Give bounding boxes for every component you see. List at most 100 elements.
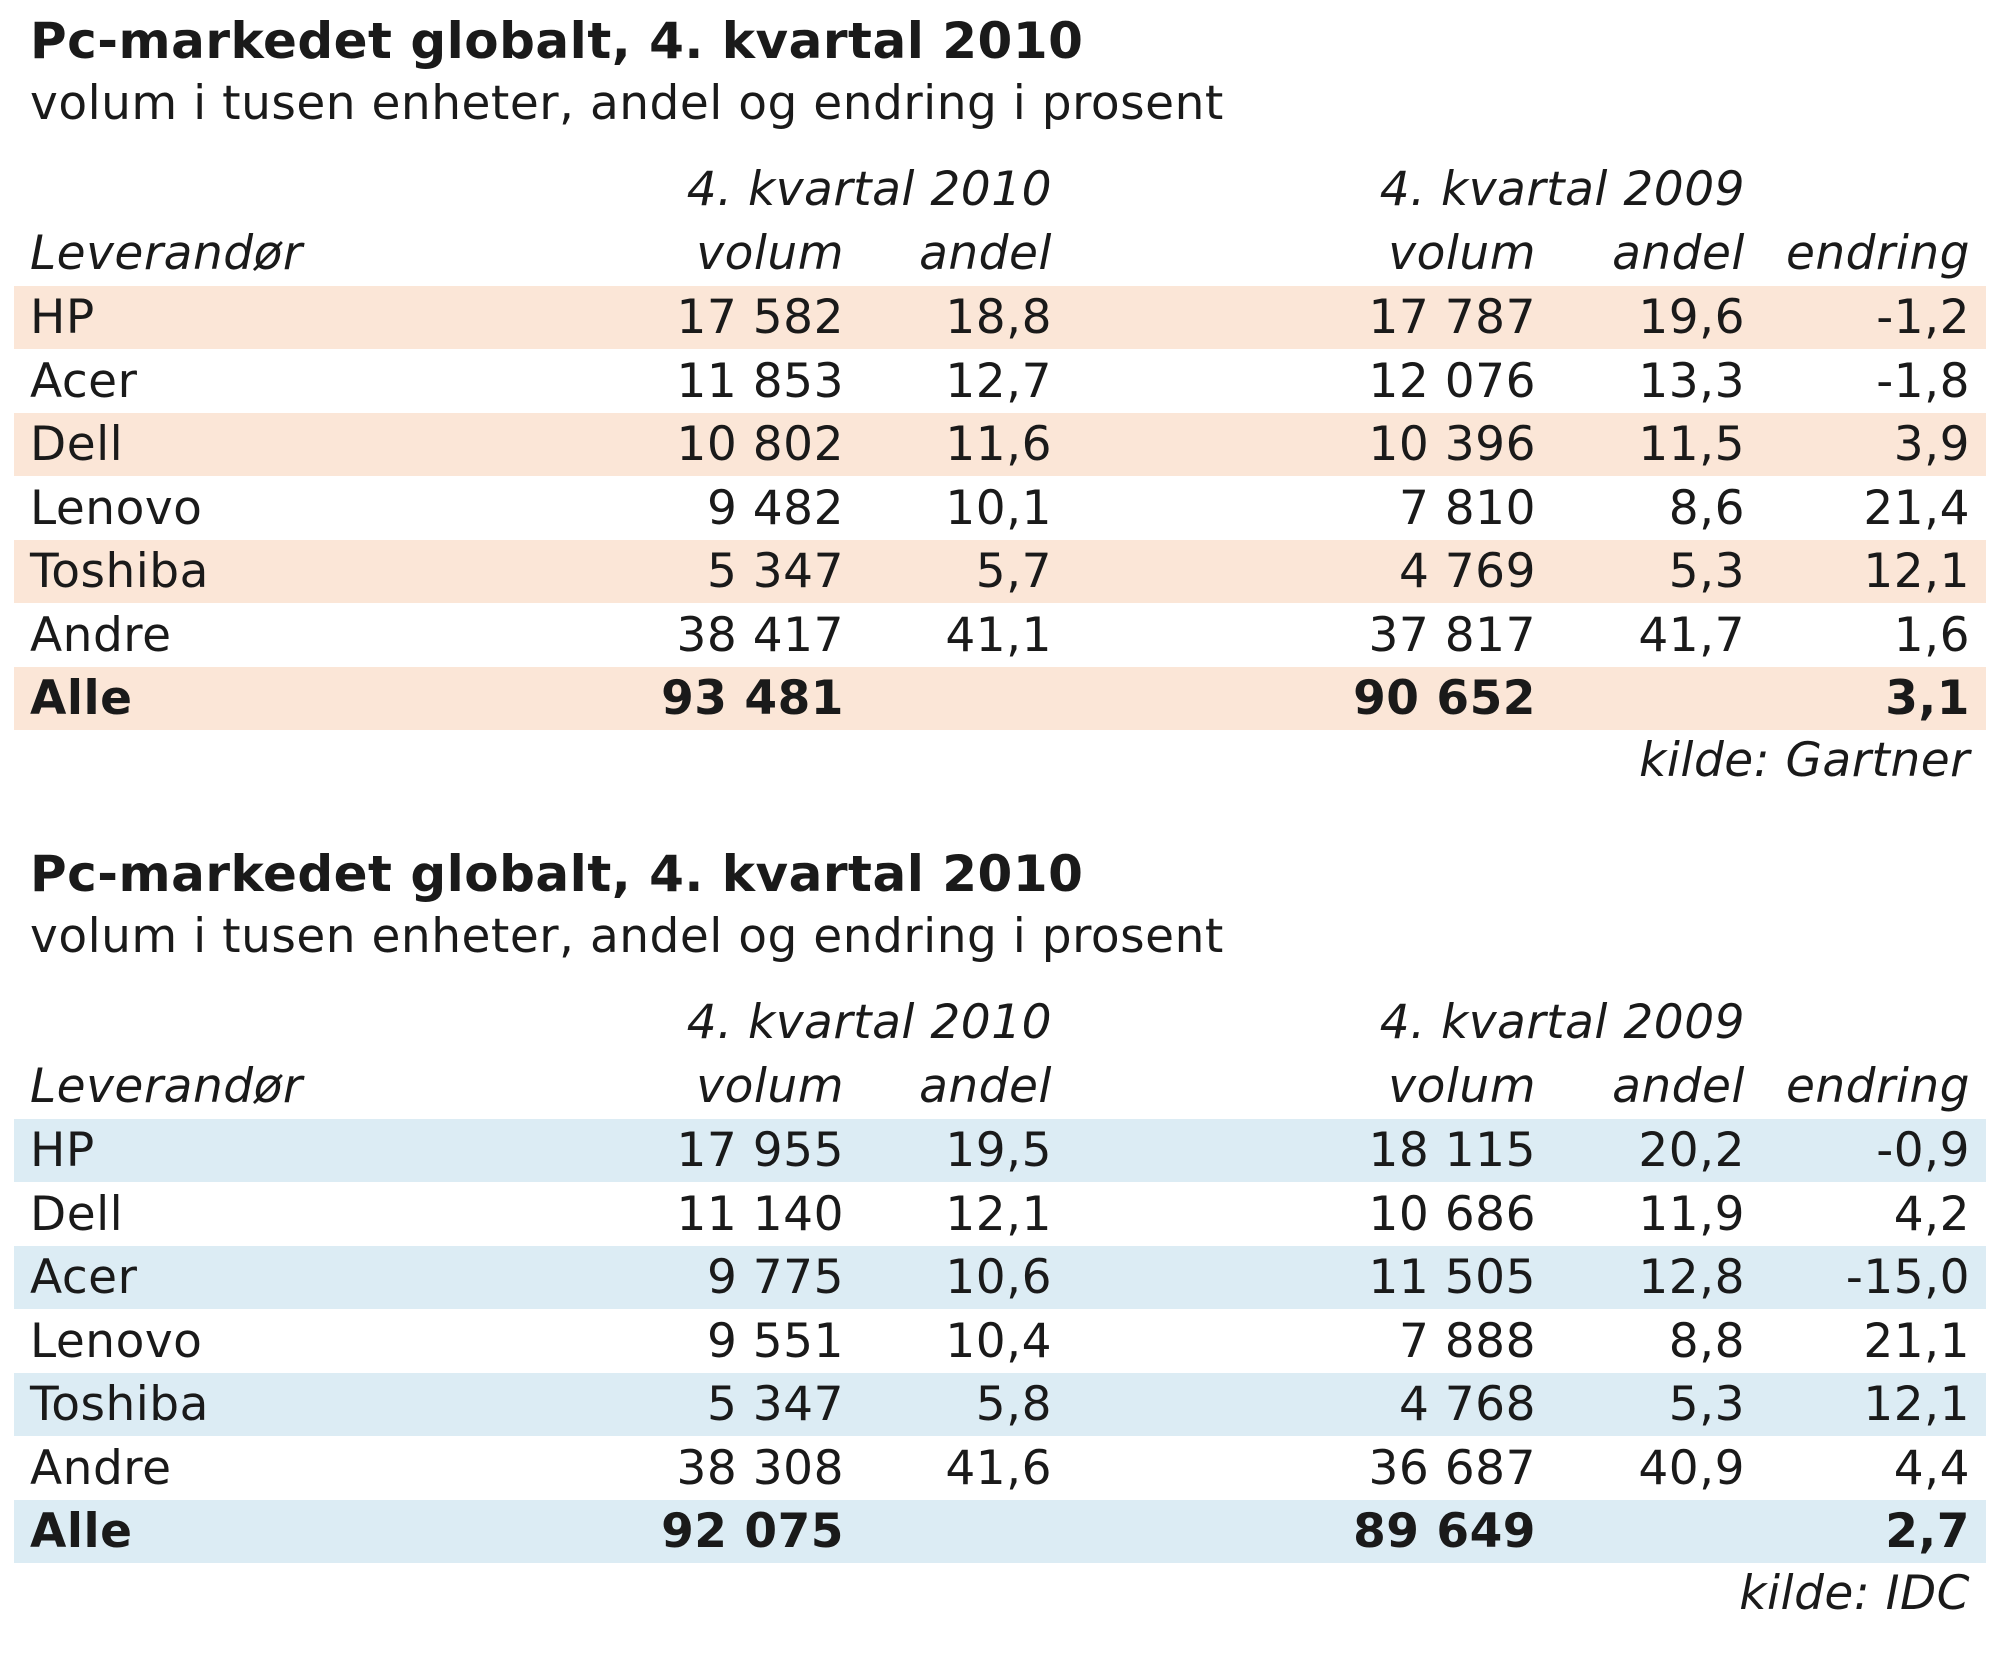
value-cell: 4 769 xyxy=(1398,544,1536,599)
value-cell: 4,4 xyxy=(1893,1440,1970,1496)
table-row: Dell 10 802 11,6 10 396 11,5 3,9 xyxy=(14,413,1986,476)
column-header-row: Leverandør volum andel volum andel endring xyxy=(14,222,1986,285)
value-cell: 3,1 xyxy=(1885,671,1970,726)
value-cell: 11 140 xyxy=(676,1186,844,1242)
value-cell: 12,8 xyxy=(1638,1250,1745,1305)
value-cell: 13,3 xyxy=(1638,353,1745,409)
value-cell: 12 076 xyxy=(1368,353,1536,409)
column-header: andel xyxy=(1612,1059,1745,1114)
table-row: HP 17 955 19,5 18 115 20,2 -0,9 xyxy=(14,1119,1986,1182)
value-cell: 5 347 xyxy=(706,544,844,599)
value-cell: 4 768 xyxy=(1398,1377,1536,1432)
value-cell: 41,6 xyxy=(945,1440,1052,1496)
vendor-cell: Alle xyxy=(30,671,133,726)
value-cell: 11,5 xyxy=(1638,417,1745,472)
period-label: 4. kvartal 2009 xyxy=(1379,162,1745,217)
table-row: Toshiba 5 347 5,8 4 768 5,3 12,1 xyxy=(14,1373,1986,1436)
value-cell: 12,7 xyxy=(945,353,1052,409)
value-cell: 38 417 xyxy=(676,607,844,663)
value-cell: 17 582 xyxy=(676,290,844,345)
value-cell: 10,6 xyxy=(945,1250,1052,1305)
vendor-cell: Toshiba xyxy=(30,1377,209,1432)
value-cell: 11 853 xyxy=(676,353,844,409)
table-row: Lenovo 9 551 10,4 7 888 8,8 21,1 xyxy=(14,1310,1986,1373)
column-header-row: Leverandør volum andel volum andel endring xyxy=(14,1055,1986,1118)
value-cell: 3,9 xyxy=(1893,417,1970,472)
table-row: HP 17 582 18,8 17 787 19,6 -1,2 xyxy=(14,286,1986,349)
column-header: volum xyxy=(1388,226,1536,281)
value-cell: 18,8 xyxy=(945,290,1052,345)
vendor-cell: Acer xyxy=(30,1250,138,1305)
value-cell: 21,4 xyxy=(1863,480,1970,536)
value-cell: 37 817 xyxy=(1368,607,1536,663)
value-cell: 93 481 xyxy=(661,671,844,726)
value-cell: 11 505 xyxy=(1368,1250,1536,1305)
value-cell: 41,7 xyxy=(1638,607,1745,663)
value-cell: 8,6 xyxy=(1668,480,1745,536)
vendor-cell: Andre xyxy=(30,607,172,663)
vendor-cell: Alle xyxy=(30,1504,133,1559)
table-row: Acer 9 775 10,6 11 505 12,8 -15,0 xyxy=(14,1246,1986,1309)
value-cell: 21,1 xyxy=(1863,1313,1970,1369)
column-header: endring xyxy=(1785,1059,1970,1114)
period-label: 4. kvartal 2010 xyxy=(686,162,1052,217)
vendor-cell: HP xyxy=(30,1123,95,1178)
vendor-cell: Lenovo xyxy=(30,1313,203,1369)
value-cell: -15,0 xyxy=(1845,1250,1970,1305)
table-block-2: Pc-markedet globalt, 4. kvartal 2010 volu… xyxy=(0,839,2000,1659)
value-cell: 5 347 xyxy=(706,1377,844,1432)
table-row: Andre 38 308 41,6 36 687 40,9 4,4 xyxy=(14,1437,1986,1500)
table-title: Pc-markedet globalt, 4. kvartal 2010 xyxy=(30,12,1084,70)
value-cell: 9 482 xyxy=(706,480,844,536)
period-header-row: 4. kvartal 2010 4. kvartal 2009 xyxy=(14,158,1986,221)
value-cell: 36 687 xyxy=(1368,1440,1536,1496)
column-header: Leverandør xyxy=(30,226,303,281)
column-header: endring xyxy=(1785,226,1970,281)
value-cell: 1,6 xyxy=(1893,607,1970,663)
column-header: andel xyxy=(919,1059,1052,1114)
value-cell: 41,1 xyxy=(945,607,1052,663)
value-cell: 5,3 xyxy=(1668,544,1745,599)
value-cell: 10,4 xyxy=(945,1313,1052,1369)
column-header: andel xyxy=(1612,226,1745,281)
vendor-cell: Dell xyxy=(30,417,124,472)
value-cell: 10,1 xyxy=(945,480,1052,536)
value-cell: 19,6 xyxy=(1638,290,1745,345)
value-cell: 20,2 xyxy=(1638,1123,1745,1178)
source-note: kilde: IDC xyxy=(1739,1565,1970,1621)
value-cell: 17 787 xyxy=(1368,290,1536,345)
value-cell: 17 955 xyxy=(676,1123,844,1178)
value-cell: 2,7 xyxy=(1885,1504,1970,1559)
source-note: kilde: Gartner xyxy=(1639,732,1970,788)
period-label: 4. kvartal 2010 xyxy=(686,995,1052,1050)
table-row: Dell 11 140 12,1 10 686 11,9 4,2 xyxy=(14,1183,1986,1246)
value-cell: -1,8 xyxy=(1876,353,1970,409)
value-cell: 7 810 xyxy=(1398,480,1536,536)
value-cell: 11,9 xyxy=(1638,1186,1745,1242)
vendor-cell: Andre xyxy=(30,1440,172,1496)
table-row: Acer 11 853 12,7 12 076 13,3 -1,8 xyxy=(14,350,1986,413)
value-cell: -0,9 xyxy=(1876,1123,1970,1178)
value-cell: 12,1 xyxy=(1863,544,1970,599)
value-cell: 89 649 xyxy=(1353,1504,1536,1559)
value-cell: 10 686 xyxy=(1368,1186,1536,1242)
vendor-cell: Acer xyxy=(30,353,138,409)
value-cell: 7 888 xyxy=(1398,1313,1536,1369)
total-row: Alle 93 481 90 652 3,1 xyxy=(14,667,1986,730)
value-cell: 12,1 xyxy=(1863,1377,1970,1432)
table-subtitle: volum i tusen enheter, andel og endring … xyxy=(30,909,1224,964)
value-cell: 92 075 xyxy=(661,1504,844,1559)
value-cell: 10 802 xyxy=(676,417,844,472)
table-row: Andre 38 417 41,1 37 817 41,7 1,6 xyxy=(14,604,1986,667)
table-row: Toshiba 5 347 5,7 4 769 5,3 12,1 xyxy=(14,540,1986,603)
value-cell: 5,8 xyxy=(975,1377,1052,1432)
value-cell: 4,2 xyxy=(1893,1186,1970,1242)
vendor-cell: HP xyxy=(30,290,95,345)
table-title: Pc-markedet globalt, 4. kvartal 2010 xyxy=(30,845,1084,903)
vendor-cell: Toshiba xyxy=(30,544,209,599)
value-cell: 90 652 xyxy=(1353,671,1536,726)
value-cell: -1,2 xyxy=(1876,290,1970,345)
period-label: 4. kvartal 2009 xyxy=(1379,995,1745,1050)
column-header: volum xyxy=(1388,1059,1536,1114)
column-header: volum xyxy=(696,1059,844,1114)
